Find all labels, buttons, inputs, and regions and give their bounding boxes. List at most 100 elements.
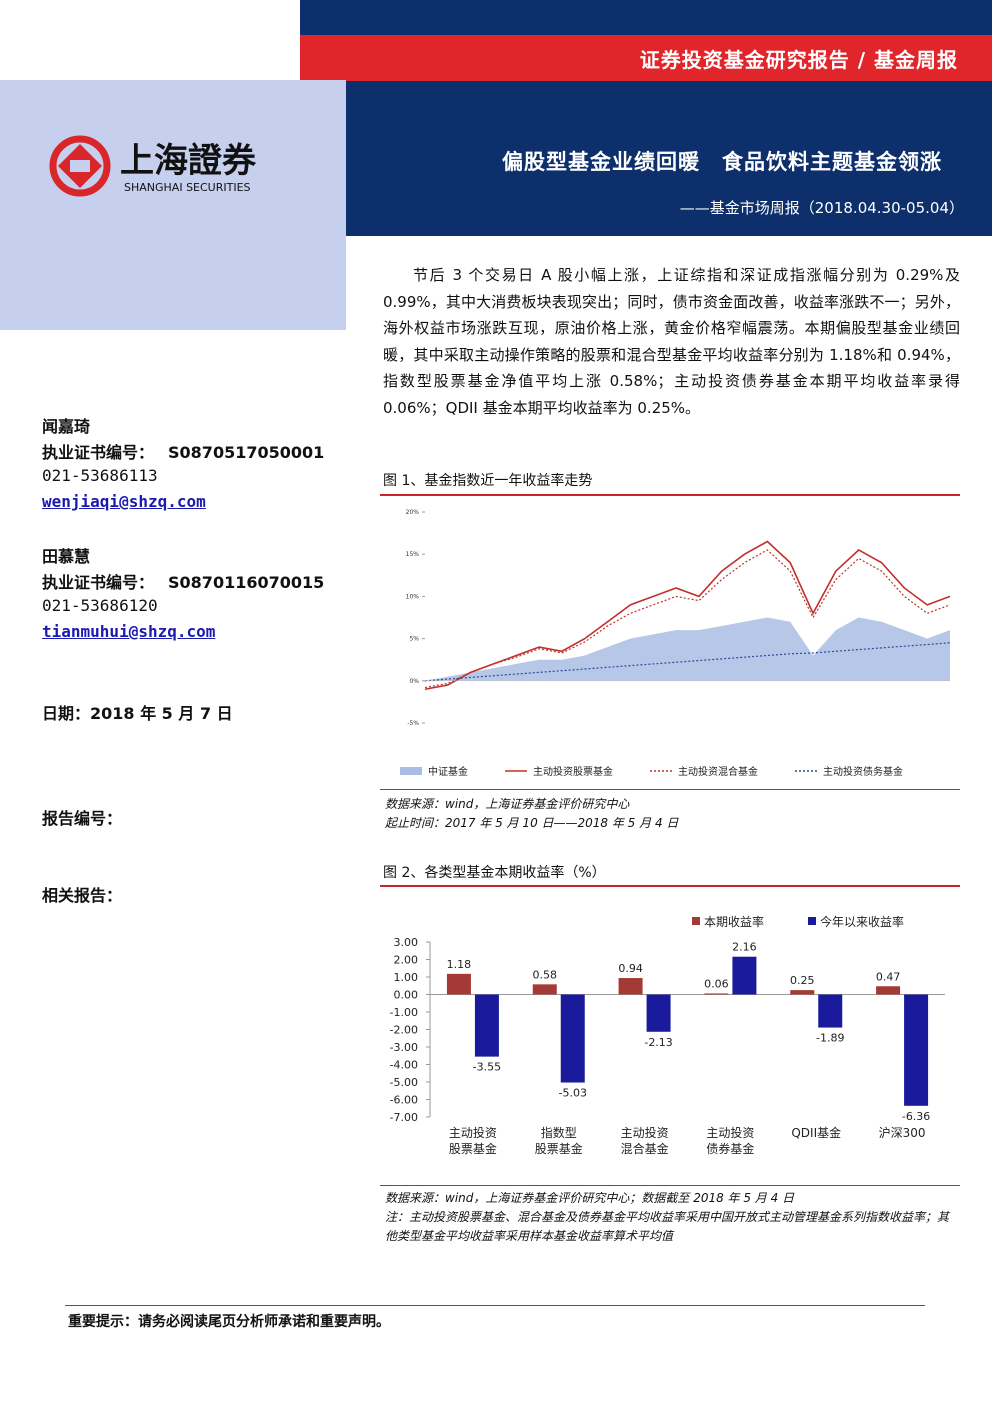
period: 起止时间：2017 年 5 月 10 日——2018 年 5 月 4 日 [385,816,679,830]
email[interactable]: tianmuhui@shzq.com [42,622,216,641]
y-tick-label: -5% [407,720,419,727]
value-label: 0.47 [876,970,901,983]
y-tick-label: 15% [406,551,420,558]
email[interactable]: wenjiaqi@shzq.com [42,492,206,511]
legend-label: 本期收益率 [704,914,764,929]
banner: 证券投资基金研究报告 / 基金周报 [639,48,958,72]
value-label: 0.25 [790,974,815,987]
x-tick-label: 指数型 [541,1125,577,1140]
value-label: 0.58 [533,968,558,981]
email-row: tianmuhui@shzq.com [42,622,215,641]
x-tick-label: 沪深300 [879,1126,926,1140]
bar [732,956,757,995]
y-tick-label: 20% [406,509,420,516]
area [425,617,950,681]
value-label: 2.16 [732,941,757,954]
bar [704,993,729,995]
x-tick-label: 主动投资 [706,1125,754,1140]
cert: 执业证书编号： S0870116070015 [42,569,324,593]
figure-2: 3.00 2.00 1.00 0.00 -1.00 -2.00 -3.00 -4.00 -5.0… [390,914,945,1156]
figure-rule [380,1185,960,1186]
report-title: 偏股型基金业绩回暖 食品饮料主题基金领涨 [502,150,942,174]
bar [532,984,557,995]
phone: 021-53686120 [42,596,158,615]
y-tick-label: 3.00 [394,936,419,949]
bar [790,990,815,995]
logo-cn: 上海證券 [120,141,257,181]
value-label: 0.06 [704,977,729,990]
line [424,549,951,689]
legend-swatch [400,767,422,775]
y-tick-label: 0% [409,678,419,685]
y-tick-label: 0.00 [394,989,419,1002]
cert-label: 执业证书编号： [42,573,155,592]
logo-ring [49,135,111,197]
value-label: -2.13 [644,1036,672,1049]
figure-rule [380,789,960,790]
date: 日期：2018 年 5 月 7 日 [42,704,233,723]
x-tick-label: QDII基金 [791,1125,841,1140]
report-number: 报告编号： [42,809,123,828]
y-tick-label: 1.00 [394,971,419,984]
cert-number: S0870116070015 [168,573,325,592]
value-label: -3.55 [473,1061,501,1074]
x-tick-label: 主动投资 [621,1125,669,1140]
legend-swatch [808,917,816,925]
logo-panel: 上海證券 SHANGHAI SECURITIES [0,80,346,330]
summary: 节后 3 个交易日 A 股小幅上涨，上证综指和深证成指涨幅分别为 0.29%及 … [383,266,960,417]
cert-label: 执业证书编号： [42,443,155,462]
line [424,540,951,691]
figure-caption: 图 1、基金指数近一年收益率走势 [383,473,593,489]
phone: 021-53686113 [42,466,158,485]
cert-number: S0870517050001 [168,443,325,462]
y-tick-label: -6.00 [390,1094,418,1107]
bar [560,994,585,1083]
value-label: 0.94 [618,962,643,975]
y-tick-label: -7.00 [390,1111,418,1124]
x-tick-label: 股票基金 [449,1141,497,1156]
value-label: 1.18 [447,958,472,971]
bar [474,994,499,1057]
caption-rule [380,494,960,496]
note: 注：主动投资股票基金、混合基金及债券基金平均收益率采用中国开放式主动管理基金系列… [385,1210,950,1243]
analyst-name: 田慕慧 [42,547,91,566]
y-tick-label: -5.00 [390,1076,418,1089]
bar [876,986,901,995]
legend-label: 今年以来收益率 [820,914,904,929]
caption-rule [380,885,960,887]
legend-label: 中证基金 [428,765,468,778]
logo: 上海證券 SHANGHAI SECURITIES [49,135,257,197]
y-tick-label: 2.00 [394,954,419,967]
source: 数据来源：wind，上海证券基金评价研究中心；数据截至 2018 年 5 月 4… [385,1191,795,1205]
bar [618,978,643,995]
cert: 执业证书编号： S0870517050001 [42,439,324,463]
bar [446,973,471,995]
footer: 重要提示：请务必阅读尾页分析师承诺和重要声明。 [68,1314,390,1330]
source: 数据来源：wind，上海证券基金评价研究中心 [385,797,630,811]
logo-cut [70,160,90,172]
value-label: -6.36 [902,1110,930,1123]
figure-1: 20% 15% 10% 5% 0% -5% 中证基金 主动投资股票基金 主动投资混合基金 主动投资… [400,509,951,778]
y-tick-label: 10% [406,593,420,600]
y-tick-label: -3.00 [390,1041,418,1054]
footer-rule [65,1305,925,1306]
figure-caption: 图 2、各类型基金本期收益率（%） [383,865,606,881]
email-row: wenjiaqi@shzq.com [42,492,206,511]
y-tick-label: -2.00 [390,1024,418,1037]
legend-label: 主动投资混合基金 [678,765,758,778]
x-tick-label: 债券基金 [706,1141,754,1156]
report-subtitle: ——基金市场周报（2018.04.30-05.04） [679,199,964,217]
y-tick-label: -4.00 [390,1059,418,1072]
legend-swatch [692,917,700,925]
value-label: -1.89 [816,1032,844,1045]
x-tick-label: 股票基金 [535,1141,583,1156]
value-label: -5.03 [559,1087,587,1100]
analyst-name: 闻嘉琦 [42,417,91,436]
legend-label: 主动投资债务基金 [823,765,903,778]
legend-label: 主动投资股票基金 [533,765,613,778]
bar [646,994,671,1032]
bar [818,994,843,1028]
y-tick-label: -1.00 [390,1006,418,1019]
x-tick-label: 主动投资 [449,1125,497,1140]
